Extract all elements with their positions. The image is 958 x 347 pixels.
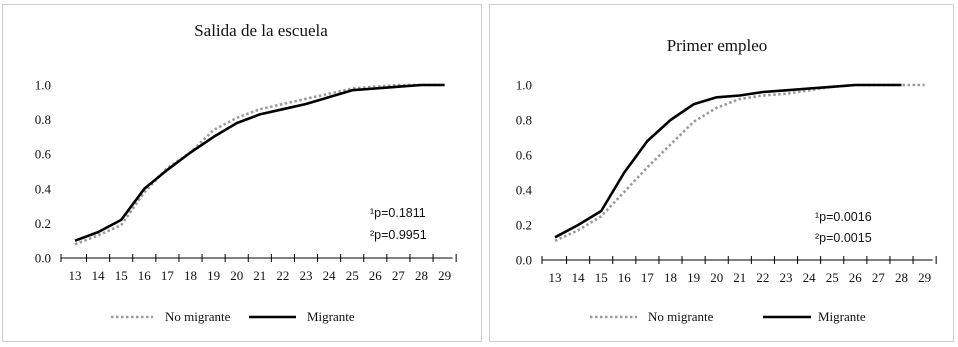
- x-tick-label: 28: [415, 268, 428, 283]
- y-tick-label: 0.8: [516, 113, 532, 128]
- chart-panel-salida-escuela: Salida de la escuela 0.0 0.2 0.4 0.6 0.8 1.0 13…: [2, 4, 482, 342]
- y-tick-label: 1.0: [516, 78, 532, 93]
- y-tick-label: 0.0: [35, 251, 51, 266]
- y-tick-label: 0.0: [516, 253, 532, 268]
- x-tick-label: 15: [115, 268, 128, 283]
- y-tick-label: 0.8: [35, 112, 51, 127]
- y-tick-label: 0.6: [35, 147, 52, 162]
- p-value-annotation: ¹p=0.1811: [370, 206, 426, 220]
- x-tick-label: 24: [803, 270, 817, 285]
- series-line-migrante: [554, 83, 902, 239]
- x-tick-label: 29: [918, 270, 931, 285]
- legend-label-no-migrante: No migrante: [165, 309, 231, 324]
- y-tick-label: 0.2: [35, 216, 51, 231]
- x-tick-label: 17: [641, 270, 655, 285]
- y-tick-label: 0.4: [516, 183, 533, 198]
- y-tick-label: 0.6: [516, 148, 533, 163]
- x-tick-label: 24: [323, 268, 337, 283]
- chart-svg-salida-escuela: Salida de la escuela 0.0 0.2 0.4 0.6 0.8 1.0 13…: [35, 21, 457, 324]
- x-tick-label: 16: [138, 268, 152, 283]
- x-tick-label: 13: [549, 270, 562, 285]
- x-tick-label: 23: [780, 270, 793, 285]
- legend-label-no-migrante: No migrante: [648, 309, 714, 324]
- y-tick-label: 0.4: [35, 181, 52, 196]
- x-tick-label: 26: [369, 268, 383, 283]
- x-tick-label: 29: [438, 268, 451, 283]
- x-tick-label: 14: [572, 270, 586, 285]
- x-tick-label: 18: [184, 268, 197, 283]
- x-tick-label: 18: [664, 270, 677, 285]
- x-tick-label: 22: [276, 268, 289, 283]
- chart-panel-primer-empleo: Primer empleo 0.0 0.2 0.4 0.6 0.8 1.0 13 14 15 16 1…: [489, 4, 954, 342]
- x-tick-label: 20: [230, 268, 243, 283]
- x-tick-label: 21: [733, 270, 746, 285]
- p-value-annotation: ²p=0.9951: [370, 228, 427, 242]
- x-tick-label: 28: [895, 270, 908, 285]
- chart-title: Salida de la escuela: [194, 21, 328, 40]
- chart-title: Primer empleo: [667, 36, 768, 55]
- x-tick-label: 23: [300, 268, 313, 283]
- x-tick-label: 21: [253, 268, 266, 283]
- y-tick-label: 0.2: [516, 218, 532, 233]
- x-tick-label: 15: [595, 270, 608, 285]
- p-value-annotation: ²p=0.0015: [815, 231, 872, 245]
- series-line-no-migrante: [74, 83, 445, 246]
- x-tick-label: 19: [687, 270, 700, 285]
- x-tick-label: 27: [872, 270, 886, 285]
- x-tick-label: 13: [69, 268, 82, 283]
- legend-label-migrante: Migrante: [307, 309, 355, 324]
- x-tick-label: 22: [756, 270, 769, 285]
- x-tick-label: 17: [161, 268, 175, 283]
- x-tick-label: 14: [92, 268, 106, 283]
- x-tick-label: 25: [826, 270, 839, 285]
- x-tick-label: 19: [207, 268, 220, 283]
- legend-label-migrante: Migrante: [818, 309, 866, 324]
- chart-svg-primer-empleo: Primer empleo 0.0 0.2 0.4 0.6 0.8 1.0 13 14 15 16 1…: [516, 36, 937, 324]
- y-tick-label: 1.0: [35, 78, 51, 93]
- x-tick-label: 26: [849, 270, 863, 285]
- x-tick-label: 25: [346, 268, 359, 283]
- x-tick-label: 27: [392, 268, 406, 283]
- p-value-annotation: ¹p=0.0016: [815, 210, 872, 224]
- x-tick-label: 20: [710, 270, 723, 285]
- series-line-migrante: [74, 83, 445, 242]
- x-tick-label: 16: [618, 270, 632, 285]
